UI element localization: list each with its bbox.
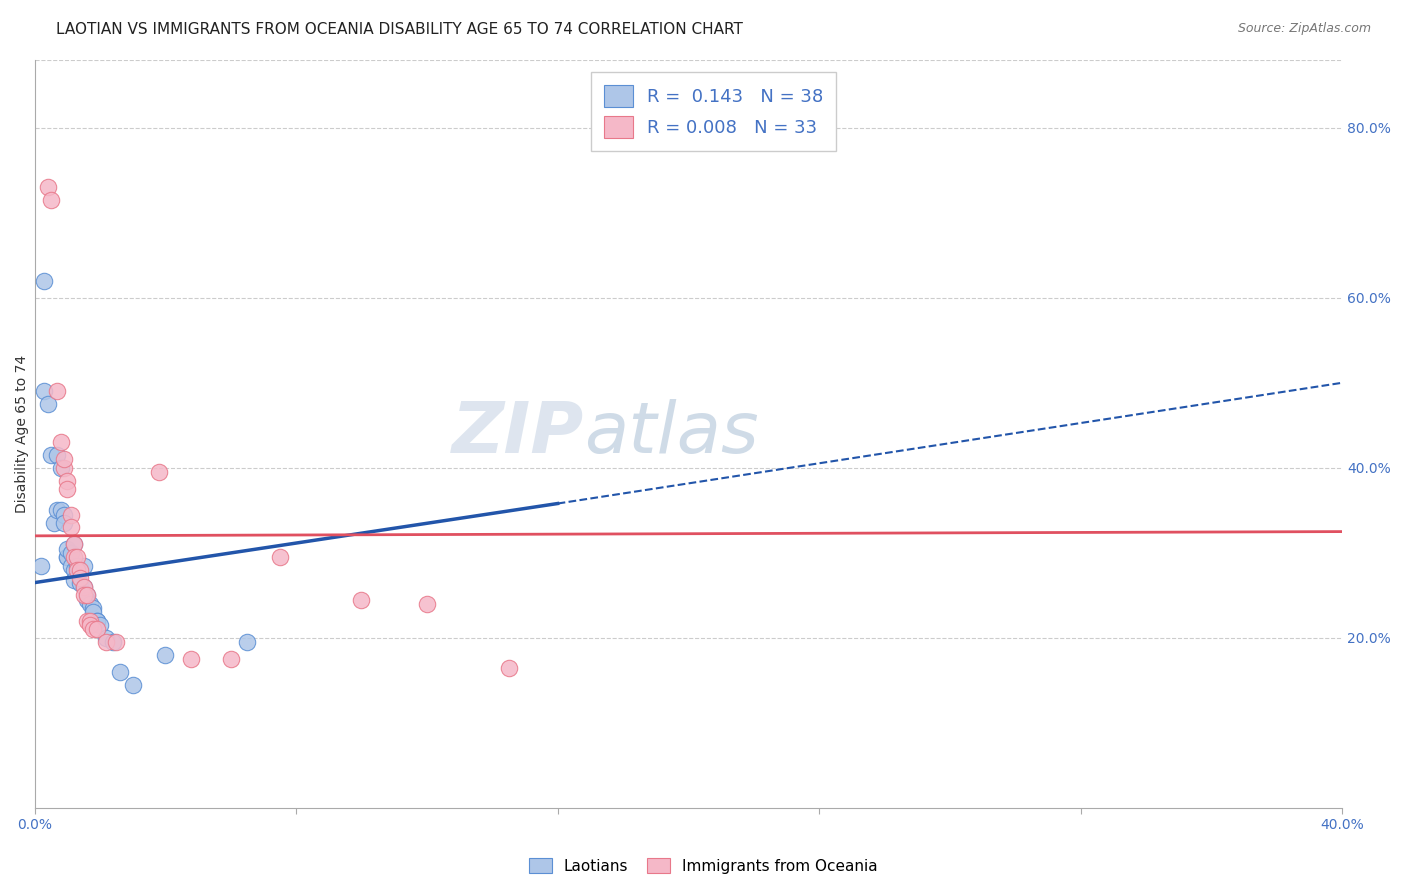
Point — [56, 550, 79, 565]
Point — [59, 546, 82, 560]
Point — [53, 452, 76, 467]
Text: atlas: atlas — [583, 400, 758, 468]
Point — [62, 537, 84, 551]
Point — [37, 180, 59, 194]
Point — [79, 614, 101, 628]
Point — [82, 606, 104, 620]
Point — [62, 563, 84, 577]
Point — [86, 623, 108, 637]
Point — [76, 588, 98, 602]
Point — [79, 618, 101, 632]
Text: Source: ZipAtlas.com: Source: ZipAtlas.com — [1237, 22, 1371, 36]
Point — [66, 550, 89, 565]
Point — [53, 516, 76, 530]
Point — [108, 665, 131, 679]
Point — [66, 563, 89, 577]
Point — [269, 550, 291, 565]
Point — [39, 448, 62, 462]
Point — [49, 503, 72, 517]
Point — [39, 193, 62, 207]
Point — [69, 563, 91, 577]
Point — [86, 614, 108, 628]
Point — [105, 635, 128, 649]
Point — [53, 508, 76, 522]
Legend: R =  0.143   N = 38, R = 0.008   N = 33: R = 0.143 N = 38, R = 0.008 N = 33 — [592, 72, 837, 151]
Point — [59, 508, 82, 522]
Point — [56, 482, 79, 496]
Point — [53, 460, 76, 475]
Point — [30, 558, 52, 573]
Point — [72, 588, 94, 602]
Point — [46, 503, 69, 517]
Point — [62, 550, 84, 565]
Point — [86, 614, 108, 628]
Point — [59, 558, 82, 573]
Point — [72, 558, 94, 573]
Point — [76, 592, 98, 607]
Point — [121, 678, 143, 692]
Point — [66, 558, 89, 573]
Point — [148, 465, 170, 479]
Point — [416, 597, 439, 611]
Point — [49, 435, 72, 450]
Point — [72, 580, 94, 594]
Point — [89, 618, 111, 632]
Point — [59, 520, 82, 534]
Point — [34, 384, 56, 399]
Point — [69, 575, 91, 590]
Point — [37, 397, 59, 411]
Point — [76, 614, 98, 628]
Point — [56, 474, 79, 488]
Point — [155, 648, 177, 662]
Text: LAOTIAN VS IMMIGRANTS FROM OCEANIA DISABILITY AGE 65 TO 74 CORRELATION CHART: LAOTIAN VS IMMIGRANTS FROM OCEANIA DISAB… — [56, 22, 744, 37]
Point — [96, 635, 118, 649]
Point — [34, 274, 56, 288]
Point — [219, 652, 242, 666]
Point — [180, 652, 202, 666]
Point — [49, 460, 72, 475]
Text: ZIP: ZIP — [451, 400, 583, 468]
Point — [350, 592, 373, 607]
Legend: Laotians, Immigrants from Oceania: Laotians, Immigrants from Oceania — [523, 852, 883, 880]
Point — [82, 623, 104, 637]
Point — [62, 537, 84, 551]
Point — [82, 601, 104, 615]
Point — [76, 588, 98, 602]
Y-axis label: Disability Age 65 to 74: Disability Age 65 to 74 — [15, 355, 30, 513]
Point — [44, 516, 66, 530]
Point — [96, 631, 118, 645]
Point — [236, 635, 259, 649]
Point — [46, 448, 69, 462]
Point — [79, 597, 101, 611]
Point — [62, 573, 84, 587]
Point — [72, 580, 94, 594]
Point — [46, 384, 69, 399]
Point — [56, 541, 79, 556]
Point — [56, 550, 79, 565]
Point — [69, 571, 91, 585]
Point — [498, 660, 520, 674]
Point — [101, 635, 124, 649]
